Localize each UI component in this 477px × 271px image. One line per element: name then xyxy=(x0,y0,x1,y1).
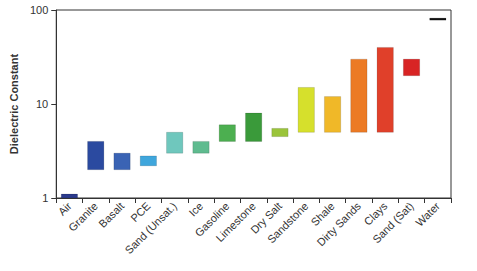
svg-text:Ice: Ice xyxy=(186,200,205,219)
svg-text:10: 10 xyxy=(36,98,48,110)
svg-text:Gasoline: Gasoline xyxy=(192,199,232,239)
svg-text:Clays: Clays xyxy=(361,199,390,228)
svg-text:Sandstone: Sandstone xyxy=(265,200,311,246)
svg-text:PCE: PCE xyxy=(128,199,153,225)
svg-text:Air: Air xyxy=(56,200,74,218)
svg-text:Limestone: Limestone xyxy=(214,200,258,244)
svg-text:Dry Salt: Dry Salt xyxy=(248,199,285,236)
svg-text:100: 100 xyxy=(30,4,48,16)
svg-text:Granite: Granite xyxy=(66,200,100,234)
svg-text:Sand (Unsat.): Sand (Unsat.) xyxy=(123,200,179,256)
svg-text:Sand (Sat): Sand (Sat) xyxy=(370,200,416,246)
svg-text:1: 1 xyxy=(42,192,48,204)
svg-text:Dirty Sands: Dirty Sands xyxy=(314,199,363,248)
svg-text:Water: Water xyxy=(413,200,442,229)
svg-text:Basalt: Basalt xyxy=(96,200,126,230)
svg-text:Shale: Shale xyxy=(308,199,337,229)
svg-text:Dielectric Constant: Dielectric Constant xyxy=(8,54,20,155)
